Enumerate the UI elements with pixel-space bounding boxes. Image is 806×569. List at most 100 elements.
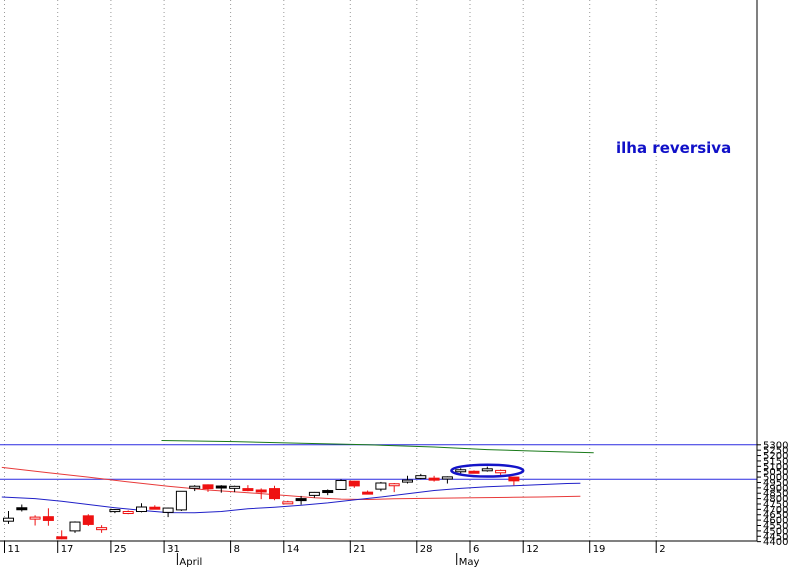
x-tick-label-0: 11	[8, 544, 21, 555]
candle-body-8	[109, 509, 121, 513]
candle-16	[215, 485, 227, 493]
candle-body-10	[136, 506, 147, 513]
candle-body-31	[415, 475, 427, 479]
candle-body-6	[82, 515, 94, 525]
candle-body-12	[162, 507, 174, 513]
month-label-1: May	[459, 557, 480, 568]
y-tick-label-4650: 4650	[763, 510, 788, 521]
candle-body-27	[362, 491, 374, 495]
y-tick-label-4550: 4550	[763, 521, 788, 532]
y-tick-label-4950: 4950	[763, 478, 788, 489]
candle-17	[229, 485, 241, 493]
x-tick-label-4: 8	[234, 544, 240, 555]
candle-23	[308, 491, 320, 498]
y-tick-label-4900: 4900	[763, 483, 788, 494]
candle-body-32	[428, 477, 440, 481]
candle-body-37	[495, 469, 507, 474]
x-tick-label-2: 25	[114, 544, 127, 555]
series-line-0	[161, 440, 594, 454]
candle-2	[29, 515, 41, 526]
candle-5	[69, 521, 81, 533]
candle-33	[441, 476, 453, 484]
candle-body-2	[29, 516, 41, 520]
candle-body-13	[175, 490, 187, 511]
candle-body-0	[3, 517, 14, 522]
candle-body-14	[189, 485, 201, 489]
candle-35	[468, 470, 480, 474]
y-tick-label-5050: 5050	[763, 467, 788, 478]
x-tick-label-11: 2	[659, 544, 665, 555]
candle-28	[375, 481, 387, 492]
candle-body-19	[255, 489, 267, 493]
candle-body-38	[508, 476, 520, 482]
candle-15	[202, 484, 214, 492]
candle-body-17	[229, 485, 241, 489]
y-tick-label-4750: 4750	[763, 499, 788, 510]
candle-body-1	[16, 507, 28, 511]
x-tick-label-1: 17	[61, 544, 74, 555]
candle-37	[495, 469, 507, 475]
candle-body-26	[348, 480, 360, 487]
candle-body-28	[375, 482, 387, 490]
x-tick-label-3: 31	[167, 544, 180, 555]
candle-body-7	[96, 527, 108, 531]
candle-body-33	[441, 476, 453, 480]
y-tick-label-5150: 5150	[763, 456, 788, 467]
x-tick-label-9: 12	[526, 544, 539, 555]
candle-26	[348, 480, 360, 488]
candle-body-5	[69, 521, 81, 532]
candle-1	[16, 504, 28, 512]
candle-body-4	[56, 536, 68, 540]
x-tick-label-10: 19	[593, 544, 606, 555]
candle-32	[428, 475, 440, 482]
x-tick-label-7: 28	[420, 544, 433, 555]
candle-body-25	[335, 480, 347, 490]
candle-body-23	[308, 491, 320, 496]
candle-body-11	[149, 506, 161, 510]
candle-body-16	[215, 485, 227, 489]
candle-body-36	[481, 468, 493, 472]
candle-body-9	[122, 511, 134, 515]
candle-24	[322, 489, 334, 496]
candle-body-34	[455, 469, 467, 473]
y-tick-label-5100: 5100	[763, 462, 788, 473]
annotation-label: ilha reversiva	[616, 139, 731, 157]
candle-22	[295, 495, 307, 505]
candle-body-15	[202, 484, 214, 490]
candle-body-3	[42, 516, 54, 521]
candle-31	[415, 473, 427, 480]
candle-8	[109, 509, 121, 514]
candle-body-29	[388, 483, 400, 487]
x-axis: 11 17 25 31 8 14 21 28 6 12 19 2 April May	[4, 541, 666, 568]
candle-27	[362, 490, 374, 495]
candle-13	[175, 490, 187, 511]
candle-36	[481, 466, 493, 472]
x-tick-label-8: 6	[473, 544, 479, 555]
candle-body-35	[468, 470, 480, 474]
y-tick-label-4850: 4850	[763, 489, 788, 500]
candles	[3, 466, 520, 540]
candle-25	[335, 479, 347, 490]
candle-4	[56, 530, 68, 540]
candle-29	[388, 482, 400, 493]
axis-frame	[0, 0, 758, 542]
candle-38	[508, 476, 520, 486]
candle-14	[189, 485, 201, 492]
candle-20	[269, 485, 280, 501]
x-tick-label-5: 14	[287, 544, 300, 555]
y-tick-label-5250: 5250	[763, 446, 788, 457]
annotation-ellipse	[450, 463, 525, 478]
candle-body-22	[295, 498, 307, 502]
candle-body-20	[269, 488, 280, 500]
candle-12	[162, 507, 174, 518]
y-tick-label-4450: 4450	[763, 532, 788, 543]
candle-6	[82, 514, 94, 527]
x-tick-label-6: 21	[353, 544, 366, 555]
candle-21	[282, 500, 294, 505]
candle-18	[242, 485, 254, 492]
candle-3	[42, 508, 54, 526]
candle-body-18	[242, 488, 254, 492]
y-tick-label-4700: 4700	[763, 505, 788, 516]
